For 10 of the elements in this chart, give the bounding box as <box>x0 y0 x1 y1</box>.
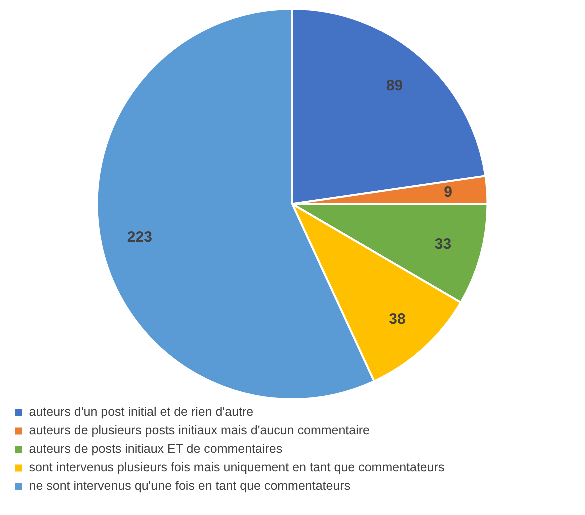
legend-label: auteurs d'un post initial et de rien d'autre <box>29 405 254 420</box>
legend-label: auteurs de plusieurs posts initiaux mais d'aucun commentaire <box>29 424 370 438</box>
legend-label: sont intervenus plusieurs fois mais uniquement en tant que commentateurs <box>29 460 445 475</box>
data-label: 33 <box>434 236 452 254</box>
legend-label: ne sont intervenus qu'une fois en tant que commentateurs <box>29 479 351 494</box>
legend-label: auteurs de posts initiaux ET de commentaires <box>29 442 283 456</box>
data-label: 223 <box>127 228 152 246</box>
data-label: 89 <box>386 77 404 94</box>
data-label: 38 <box>389 311 406 328</box>
data-label: 9 <box>444 184 452 202</box>
